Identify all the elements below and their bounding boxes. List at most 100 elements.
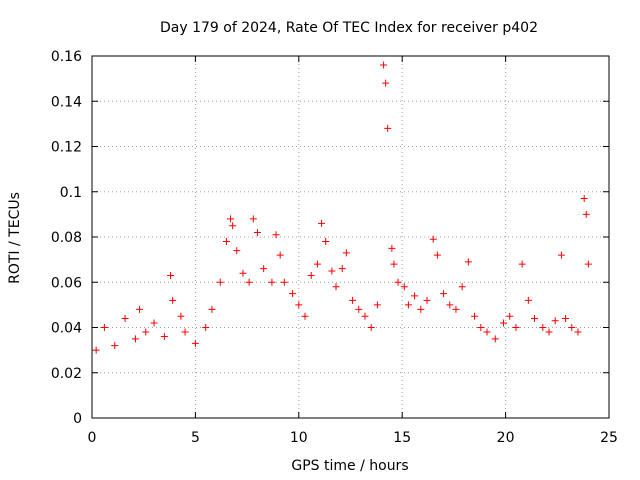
data-point: [216, 278, 224, 286]
data-point: [332, 283, 340, 291]
data-point: [313, 260, 321, 268]
data-point: [500, 319, 508, 327]
data-point: [276, 251, 284, 259]
data-point: [440, 290, 448, 298]
data-point: [531, 314, 539, 322]
data-point: [338, 265, 346, 273]
data-point: [222, 238, 230, 246]
data-point: [121, 314, 129, 322]
data-point: [582, 210, 590, 218]
data-point: [280, 278, 288, 286]
data-point: [539, 324, 547, 331]
y-tick-label: 0.12: [51, 140, 82, 156]
y-tick-label: 0.14: [51, 94, 82, 110]
plot-frame: [91, 55, 610, 419]
data-point: [483, 328, 491, 336]
data-point: [506, 312, 514, 320]
data-point: [208, 305, 216, 313]
data-point: [464, 258, 472, 266]
data-point: [429, 235, 437, 243]
data-point: [458, 283, 466, 291]
data-point: [491, 335, 499, 343]
x-tick-label: 0: [88, 430, 97, 446]
data-point: [382, 79, 390, 87]
data-point: [100, 324, 108, 331]
y-tick-label: 0.1: [60, 185, 82, 201]
data-point: [301, 312, 309, 320]
data-point: [400, 283, 408, 291]
data-point: [380, 61, 388, 69]
data-points: [92, 61, 592, 354]
data-point: [349, 296, 357, 304]
data-point: [361, 312, 369, 320]
data-point: [249, 215, 257, 223]
data-point: [568, 324, 576, 331]
data-point: [342, 249, 350, 257]
data-point: [574, 328, 582, 336]
data-point: [322, 238, 330, 246]
data-point: [423, 296, 431, 304]
data-point: [318, 219, 326, 227]
data-point: [191, 339, 199, 347]
data-point: [384, 124, 392, 132]
data-point: [433, 251, 441, 259]
data-point: [373, 301, 381, 309]
data-point: [524, 296, 532, 304]
data-point: [404, 301, 412, 309]
data-point: [471, 312, 479, 320]
y-tick-label: 0.06: [51, 275, 82, 291]
data-point: [295, 301, 303, 309]
data-point: [328, 267, 336, 275]
data-point: [177, 312, 185, 320]
x-axis-label: GPS time / hours: [291, 458, 408, 474]
y-tick-label: 0.02: [51, 366, 82, 382]
data-point: [181, 328, 189, 336]
data-point: [477, 324, 485, 331]
chart-title: Day 179 of 2024, Rate Of TEC Index for r…: [160, 20, 538, 36]
data-point: [136, 305, 144, 313]
x-tick-label: 25: [600, 430, 618, 446]
y-tick-label: 0: [73, 411, 82, 427]
y-tick-label: 0.08: [51, 230, 82, 246]
data-point: [253, 228, 261, 236]
data-point: [229, 222, 237, 230]
data-point: [92, 346, 100, 354]
data-point: [557, 251, 565, 259]
data-point: [131, 335, 139, 343]
x-tick-label: 5: [191, 430, 200, 446]
data-point: [446, 301, 454, 309]
y-axis-label: ROTI / TECUs: [7, 192, 23, 284]
data-point: [367, 324, 375, 331]
data-point: [260, 265, 268, 273]
y-tick-label: 0.16: [51, 49, 82, 65]
data-point: [518, 260, 526, 268]
data-point: [169, 296, 177, 304]
grid-lines: [92, 56, 609, 418]
x-tick-label: 20: [497, 430, 515, 446]
y-tick-label: 0.04: [51, 321, 82, 337]
data-point: [160, 333, 168, 341]
x-tick-label: 10: [290, 430, 308, 446]
data-point: [551, 317, 559, 325]
data-point: [202, 324, 210, 331]
data-point: [227, 215, 235, 223]
data-point: [545, 328, 553, 336]
data-point: [584, 260, 592, 268]
data-point: [355, 305, 363, 313]
tick-labels: 0 5 10 15 20 25 0 0.02 0.04 0.06 0.08 0.1 0.12 0.14 0.…: [51, 49, 618, 446]
data-point: [150, 319, 158, 327]
data-point: [111, 342, 119, 350]
data-point: [233, 247, 241, 255]
data-point: [411, 292, 419, 300]
data-point: [268, 278, 276, 286]
data-point: [307, 271, 315, 279]
data-point: [417, 305, 425, 313]
data-point: [452, 305, 460, 313]
data-point: [142, 328, 150, 336]
data-point: [562, 314, 570, 322]
data-point: [394, 278, 402, 286]
data-point: [167, 271, 175, 279]
data-point: [512, 324, 520, 331]
